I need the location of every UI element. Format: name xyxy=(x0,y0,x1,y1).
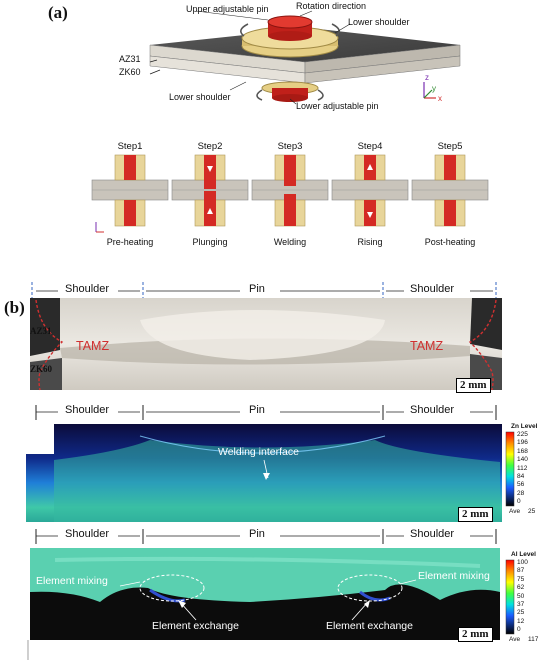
step-1-lower-pin xyxy=(124,200,136,226)
lower-shoulder-top-callout: Lower shoulder xyxy=(348,17,410,27)
axis-z-label: z xyxy=(425,73,429,82)
step-1-caption: Pre-heating xyxy=(106,237,154,247)
legend-level-value: 140 xyxy=(517,456,528,464)
legend-level-value: 196 xyxy=(517,439,528,447)
legend-level-value: 56 xyxy=(517,481,525,489)
dimension-lines xyxy=(31,282,497,544)
zn-zone-shoulder-right: Shoulder xyxy=(407,404,458,416)
zn-element-map xyxy=(26,424,502,522)
legend-level-value: 25 xyxy=(517,609,525,617)
step-5-lower-pin xyxy=(444,200,456,226)
lower-pin-callout: Lower adjustable pin xyxy=(296,101,379,111)
step-4-caption: Rising xyxy=(357,237,383,247)
zone-shoulder-right: Shoulder xyxy=(407,283,458,295)
zk60-callout: ZK60 xyxy=(119,67,141,77)
step-2-title: Step2 xyxy=(197,141,223,152)
step-1-title: Step1 xyxy=(117,141,143,152)
step-5-upper-pin xyxy=(444,155,456,180)
zn-legend-bar xyxy=(505,431,515,507)
legend-level-value: 0 xyxy=(517,498,521,506)
az31-callout: AZ31 xyxy=(119,54,141,64)
al-zone-pin: Pin xyxy=(246,528,268,540)
al-element-map xyxy=(27,548,500,660)
process-steps xyxy=(91,154,489,233)
zn-legend-ave-value: 25 xyxy=(528,508,536,515)
legend-level-value: 75 xyxy=(517,575,525,583)
tool-schematic-3d xyxy=(149,10,461,105)
element-exchange-left: Element exchange xyxy=(152,620,239,632)
al-zone-shoulder-left: Shoulder xyxy=(62,528,113,540)
legend-level-value: 112 xyxy=(517,464,528,472)
legend-level-value: 12 xyxy=(517,617,525,625)
al-legend-title: Al Level xyxy=(511,551,536,558)
element-mixing-left: Element mixing xyxy=(36,575,108,587)
macro-scale-bar: 2 mm xyxy=(456,378,491,393)
step-3-upper-pin xyxy=(284,155,296,186)
step-3-lower-pin xyxy=(284,194,296,226)
element-exchange-right: Element exchange xyxy=(326,620,413,632)
legend-level-value: 84 xyxy=(517,473,525,481)
legend-level-value: 50 xyxy=(517,592,525,600)
zn-legend-ave-label: Ave xyxy=(509,508,521,515)
legend-level-value: 37 xyxy=(517,601,525,609)
welding-interface-annotation: Welding interface xyxy=(218,446,299,458)
step-4-title: Step4 xyxy=(357,141,383,152)
legend-level-value: 62 xyxy=(517,584,525,592)
macro-az31-label: AZ31 xyxy=(30,326,52,336)
lower-shoulder-bottom-callout: Lower shoulder xyxy=(169,92,231,102)
step-2-down-arrow xyxy=(207,166,213,172)
al-legend-bar xyxy=(505,559,515,635)
step-4-down-arrow xyxy=(367,212,373,218)
axis-triad-top xyxy=(423,82,436,99)
macrograph xyxy=(30,298,502,391)
panel-b-label: (b) xyxy=(4,298,25,317)
legend-level-value: 0 xyxy=(517,626,521,634)
al-legend-ave-label: Ave xyxy=(509,636,521,643)
step-3-caption: Welding xyxy=(273,237,307,247)
axis-x-label: x xyxy=(438,94,442,103)
step-4-up-arrow xyxy=(367,164,373,170)
zone-pin: Pin xyxy=(246,283,268,295)
step-2-caption: Plunging xyxy=(192,237,228,247)
upper-pin-callout: Upper adjustable pin xyxy=(186,4,269,14)
legend-level-value: 28 xyxy=(517,489,525,497)
lower-pin xyxy=(272,88,308,98)
zn-legend-title: Zn Level xyxy=(511,423,538,430)
al-legend-ave-value: 117 xyxy=(528,636,539,643)
legend-level-value: 225 xyxy=(517,431,528,438)
tamz-right-label: TAMZ xyxy=(410,339,444,353)
step-3-title: Step3 xyxy=(277,141,303,152)
tamz-left-label: TAMZ xyxy=(76,339,110,353)
legend-level-value: 87 xyxy=(517,567,525,575)
step-5-caption: Post-heating xyxy=(424,237,476,247)
panel-a-label: (a) xyxy=(48,3,68,22)
step-2-up-arrow xyxy=(207,208,213,214)
step-1-upper-pin xyxy=(124,155,136,180)
zn-zone-shoulder-left: Shoulder xyxy=(62,404,113,416)
zn-scale-bar: 2 mm xyxy=(458,507,493,522)
element-mixing-right: Element mixing xyxy=(418,570,490,582)
al-zone-shoulder-right: Shoulder xyxy=(407,528,458,540)
rotation-callout: Rotation direction xyxy=(296,1,367,11)
axis-y-label: y xyxy=(432,84,436,93)
zone-shoulder-left: Shoulder xyxy=(62,283,113,295)
legend-level-value: 100 xyxy=(517,559,528,566)
al-legend-levels: 100 87 75 62 50 37 25 12 0 xyxy=(517,559,528,635)
legend-level-value: 168 xyxy=(517,447,528,455)
step-5-title: Step5 xyxy=(437,141,463,152)
macro-zk60-label: ZK60 xyxy=(30,364,53,374)
zn-legend-levels: 225 196 168 140 112 84 56 28 0 xyxy=(517,431,528,507)
zn-zone-pin: Pin xyxy=(246,404,268,416)
plate-side-lower xyxy=(304,55,461,84)
al-scale-bar: 2 mm xyxy=(458,627,493,642)
